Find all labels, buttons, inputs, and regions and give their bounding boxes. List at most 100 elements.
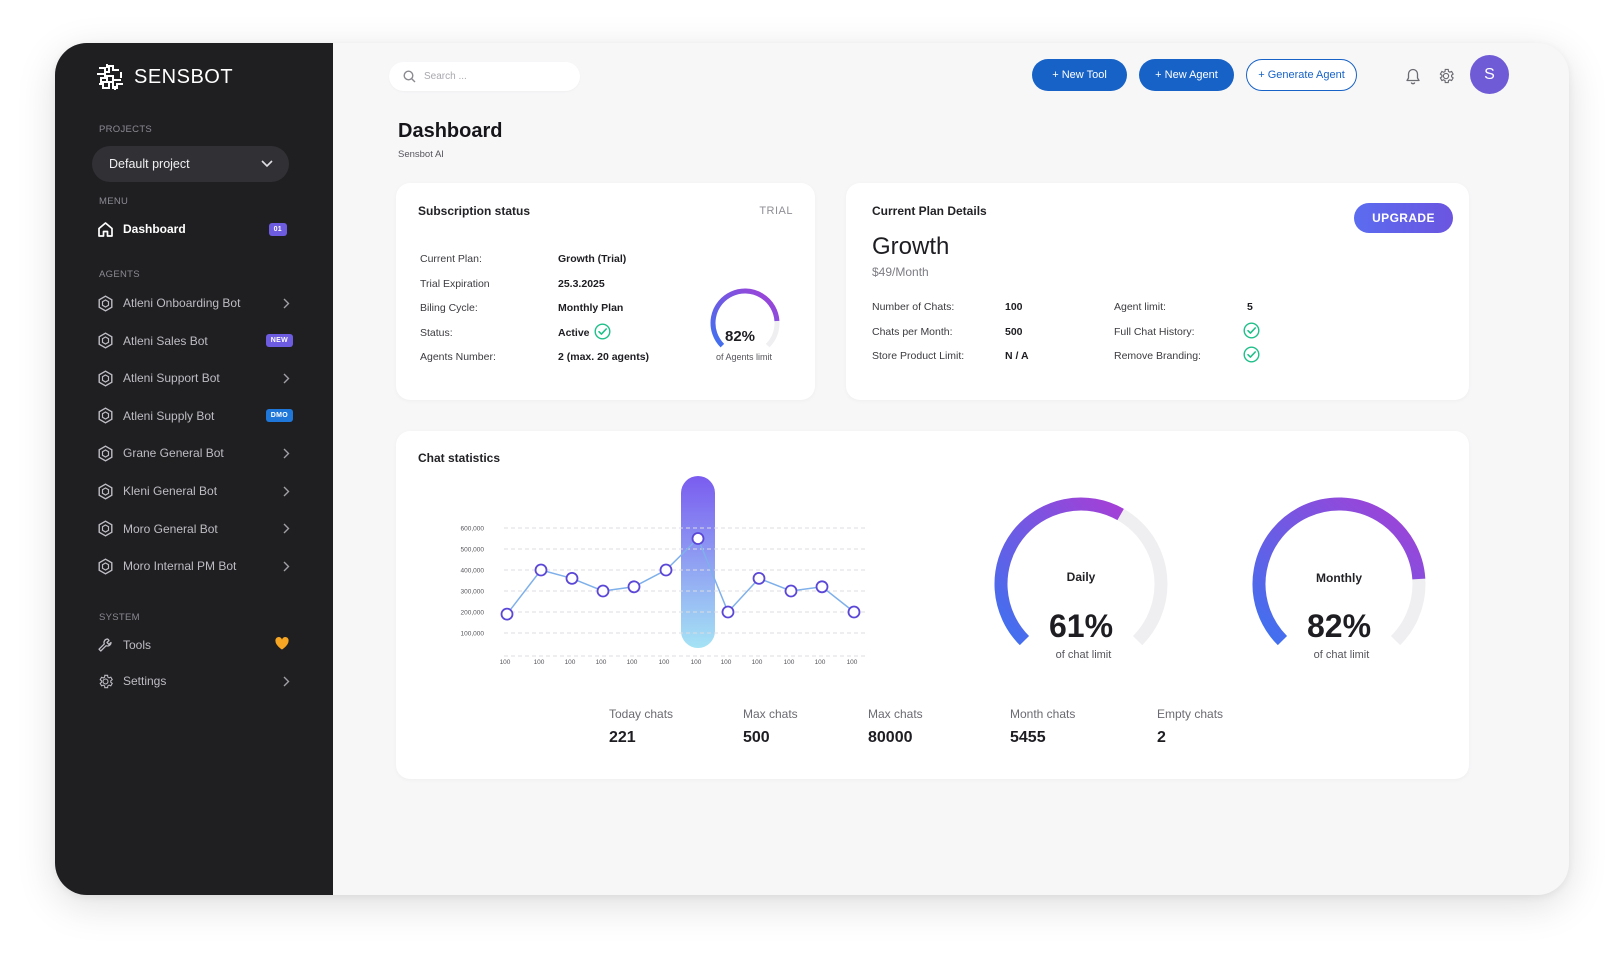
subscription-row-value: Monthly Plan: [558, 302, 624, 314]
project-select[interactable]: Default project: [92, 146, 289, 182]
chart-data-point[interactable]: [691, 532, 705, 545]
sidebar-agent-label: Atleni Support Bot: [123, 371, 220, 386]
chevron-right-icon: [279, 446, 293, 460]
daily-gauge-value: 61%: [1048, 608, 1114, 644]
bell-icon[interactable]: [1402, 65, 1424, 87]
nav-settings[interactable]: Settings: [95, 669, 293, 693]
sidebar-agent-item[interactable]: Kleni General Bot: [95, 479, 293, 503]
stat-value: 221: [609, 729, 636, 746]
heart-icon: [275, 637, 289, 653]
stat-value: 5455: [1010, 729, 1046, 746]
sidebar-agent-label: Atleni Onboarding Bot: [123, 296, 241, 310]
new-tool-button[interactable]: + New Tool: [1032, 59, 1127, 91]
app-window: SENSBOT PROJECTS Default project MENU Da…: [55, 43, 1569, 895]
generate-agent-button[interactable]: + Generate Agent: [1246, 59, 1357, 91]
sidebar-agent-item[interactable]: Atleni Supply Bot DMO: [95, 404, 293, 428]
x-tick-label: 100: [815, 659, 826, 666]
bot-hexagon-icon: [95, 293, 115, 313]
plan-row-label: Chats per Month:: [872, 325, 953, 338]
chart-data-point[interactable]: [500, 607, 514, 621]
trial-tag: TRIAL: [759, 205, 793, 217]
stat-label: Max chats: [868, 707, 923, 721]
y-tick-label: 100,000: [461, 631, 485, 638]
x-tick-label: 100: [565, 659, 576, 666]
check-circle-icon: [594, 322, 611, 345]
chart-data-point[interactable]: [752, 572, 766, 585]
monthly-gauge: [1252, 497, 1426, 646]
subscription-title: Subscription status: [418, 204, 531, 218]
sidebar-agent-item[interactable]: Grane General Bot: [95, 441, 293, 465]
subscription-row-label: Biling Cycle:: [420, 302, 478, 314]
agents-gauge-caption: of Agents limit: [716, 352, 773, 362]
chat-stats-card: Chat statistics 600,000 500,000 400,000 300…: [396, 431, 1469, 779]
chevron-right-icon: [279, 522, 293, 536]
bot-hexagon-icon: [95, 556, 115, 576]
bot-hexagon-icon: [95, 406, 115, 426]
nav-tools[interactable]: Tools: [95, 633, 293, 657]
daily-gauge-label: Daily: [1066, 570, 1096, 584]
chart-data-point[interactable]: [815, 580, 829, 594]
x-tick-label: 100: [500, 659, 511, 666]
chart-data-point[interactable]: [721, 605, 735, 619]
nav-dashboard[interactable]: Dashboard 01: [95, 217, 293, 241]
bot-hexagon-icon: [95, 331, 115, 351]
chart-data-point[interactable]: [784, 584, 798, 598]
sidebar-agent-label: Grane General Bot: [123, 446, 224, 461]
plan-row-label: Number of Chats:: [872, 301, 955, 313]
check-circle-icon: [1243, 321, 1260, 344]
plan-row-label: Agent limit:: [1114, 301, 1166, 313]
user-avatar[interactable]: S: [1470, 55, 1509, 94]
chart-data-point[interactable]: [659, 563, 673, 577]
chart-data-point[interactable]: [847, 605, 861, 619]
plan-price: $49/Month: [872, 265, 929, 279]
sidebar-agent-item[interactable]: Moro General Bot: [95, 517, 293, 541]
chart-data-point[interactable]: [534, 563, 548, 577]
menu-label: MENU: [99, 196, 129, 207]
sidebar-agent-item[interactable]: Atleni Sales Bot NEW: [95, 329, 293, 353]
chevron-down-icon: [261, 160, 273, 168]
chart-data-point[interactable]: [596, 584, 610, 598]
search-input[interactable]: [424, 71, 564, 82]
wrench-icon: [95, 635, 115, 655]
nav-tools-label: Tools: [123, 638, 152, 652]
x-tick-label: 100: [659, 659, 670, 666]
daily-gauge-caption: of chat limit: [1055, 649, 1112, 661]
subscription-row-value: 25.3.2025: [558, 277, 605, 290]
chart-data-point[interactable]: [627, 580, 641, 594]
plan-name: Growth: [872, 233, 950, 260]
stat-label: Month chats: [1010, 707, 1076, 721]
chart-data-point[interactable]: [565, 572, 579, 585]
gauge-fill: [1252, 497, 1426, 646]
sidebar-agent-label: Moro Internal PM Bot: [123, 559, 237, 574]
agents-gauge-value: 82%: [725, 328, 756, 345]
upgrade-button[interactable]: UPGRADE: [1354, 203, 1453, 233]
search-icon: [403, 70, 416, 83]
stat-label: Empty chats: [1157, 707, 1224, 721]
plan-row-label: Remove Branding:: [1114, 350, 1201, 362]
chevron-right-icon: [279, 371, 293, 385]
subscription-row-value: Active: [558, 326, 590, 339]
sensbot-logo-icon: [97, 64, 123, 90]
nav-dashboard-label: Dashboard: [123, 222, 186, 236]
agents-label: AGENTS: [99, 269, 140, 280]
settings-gear-icon[interactable]: [1435, 65, 1457, 87]
sidebar-agent-label: Atleni Supply Bot: [123, 408, 215, 423]
bot-hexagon-icon: [95, 368, 115, 388]
search-box[interactable]: [389, 62, 580, 91]
gauge-fill: [710, 288, 780, 348]
plan-row-value: 500: [1005, 325, 1023, 338]
new-agent-button[interactable]: + New Agent: [1139, 59, 1234, 91]
sidebar-agent-item[interactable]: Atleni Onboarding Bot: [95, 291, 293, 315]
plan-row-value: 100: [1005, 301, 1023, 313]
stat-value: 500: [743, 729, 770, 746]
bot-hexagon-icon: [95, 519, 115, 539]
chevron-right-icon: [279, 484, 293, 498]
sidebar-agent-item[interactable]: Moro Internal PM Bot: [95, 554, 293, 578]
stat-value: 2: [1157, 729, 1166, 746]
x-tick-label: 100: [534, 659, 545, 666]
x-tick-label: 100: [752, 659, 763, 666]
y-tick-label: 300,000: [461, 589, 485, 596]
chart-series-line: [506, 537, 855, 615]
logo[interactable]: SENSBOT: [93, 60, 233, 94]
sidebar-agent-item[interactable]: Atleni Support Bot: [95, 366, 293, 390]
